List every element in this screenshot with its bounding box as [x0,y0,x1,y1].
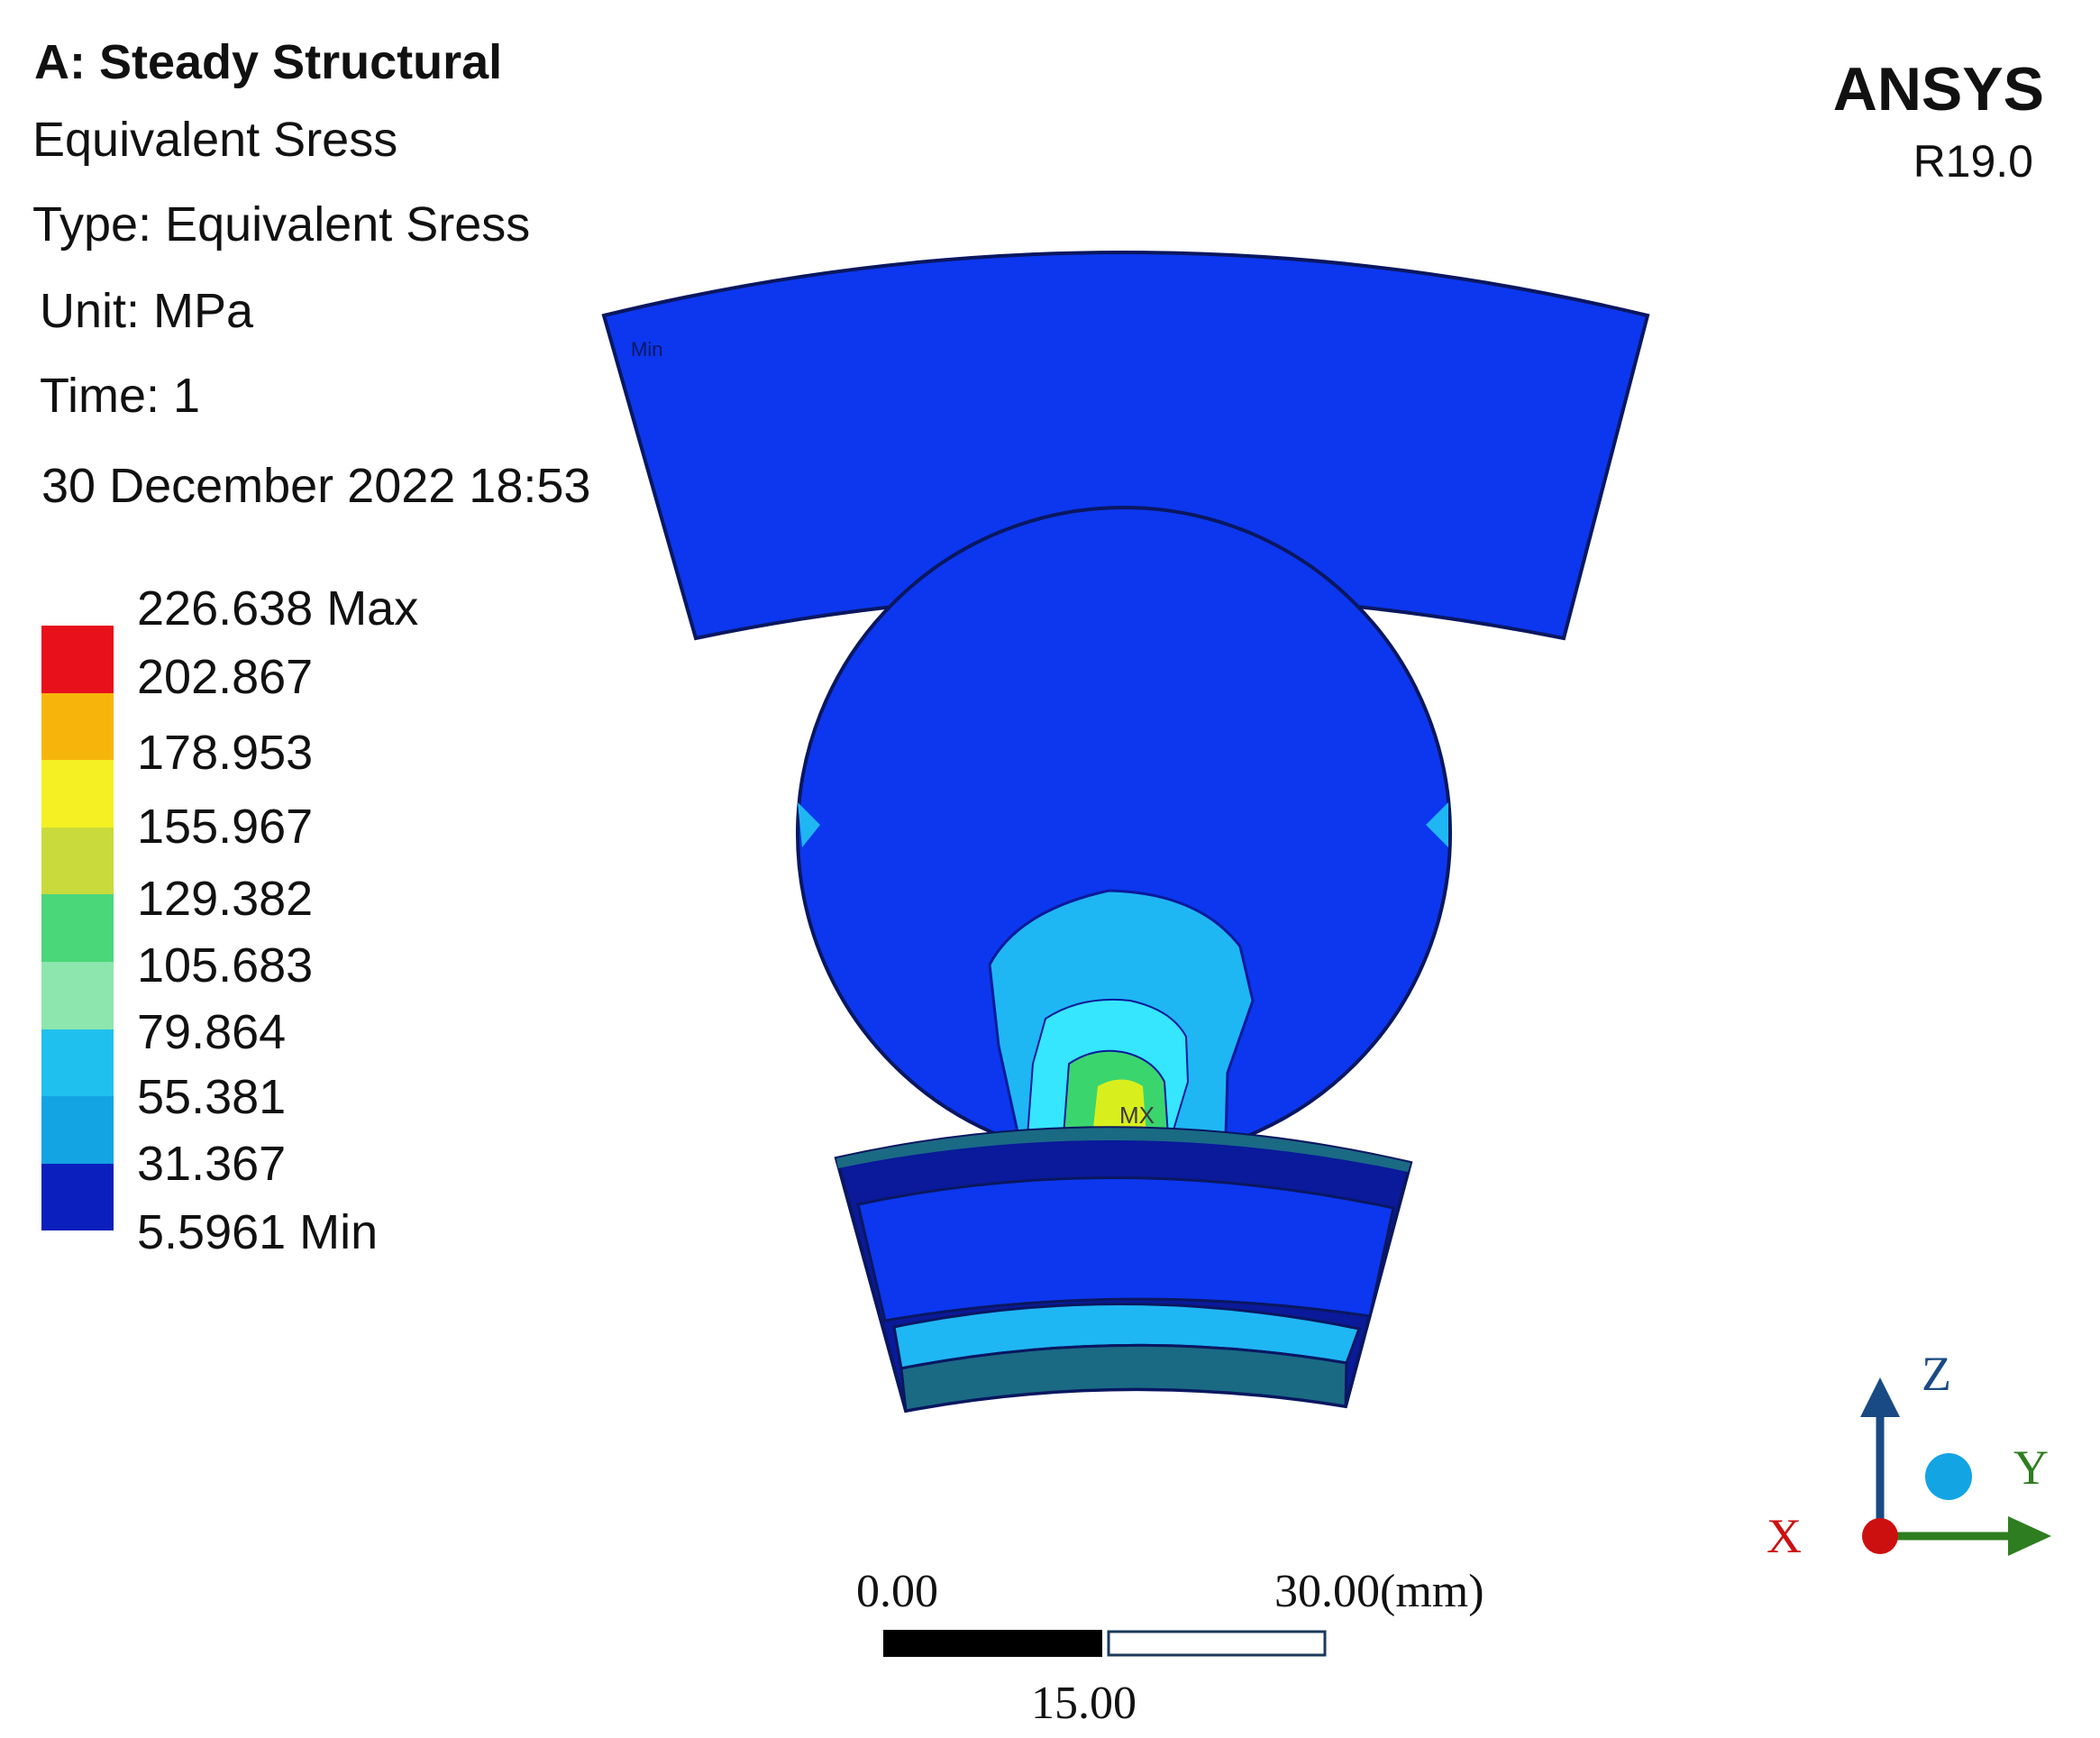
legend-label: 129.382 [137,872,314,926]
legend-color-segment [41,1163,114,1231]
y-axis-arrow [2008,1516,2051,1556]
legend-color-segment [41,692,114,761]
legend-label: 79.864 [137,1005,287,1059]
max-marker: MX [1119,1102,1155,1129]
contact-spot-left [798,802,820,847]
legend-color-segment [41,827,114,895]
x-axis-origin-icon [1862,1518,1898,1554]
y-axis-label: Y [2013,1441,2049,1495]
legend-label: 5.5961 Min [137,1205,379,1259]
x-axis-label: X [1767,1509,1802,1563]
scale-label-start: 0.00 [856,1566,938,1617]
legend-color-segment [41,961,114,1029]
legend-label: 226.638 Max [137,581,419,636]
z-axis-arrow [1860,1377,1900,1417]
result-date: 30 December 2022 18:53 [41,459,591,513]
legend-label: 155.967 [137,800,314,854]
lower-race-part[interactable] [834,1126,1413,1413]
result-name: Equivalent Sress [32,113,398,167]
legend-label: 178.953 [137,726,314,780]
scale-bar: 0.00 30.00(mm) 15.00 [856,1566,1484,1729]
view-sphere-icon[interactable] [1925,1453,1972,1500]
stress-contour-peak [1092,1079,1146,1136]
legend-color-segment [41,760,114,828]
result-type: Type: Equivalent Sress [32,197,531,252]
legend-color-segment [41,626,114,693]
z-axis-label: Z [1922,1347,1951,1401]
version-label: R19.0 [1913,136,2033,187]
ansys-logo: ANSYS [1832,55,2044,123]
legend-label: 55.381 [137,1070,287,1124]
analysis-title: A: Steady Structural [34,35,503,89]
legend-color-segment [41,1029,114,1097]
result-time: Time: 1 [40,369,201,423]
legend-label: 202.867 [137,650,314,704]
scale-label-end: 30.00(mm) [1274,1566,1484,1617]
contact-spot-right [1426,802,1448,847]
ball-part[interactable] [796,506,1452,1162]
scale-label-mid: 15.00 [1031,1678,1137,1729]
min-marker: Min [631,338,662,361]
legend-color-segment [41,894,114,962]
legend-label: 31.367 [137,1137,287,1191]
result-unit: Unit: MPa [40,284,254,338]
axis-triad[interactable]: Z Y X [1767,1347,2051,1563]
legend-color-bar [41,626,114,1231]
legend-color-segment [41,1096,114,1164]
legend-label: 105.683 [137,938,314,992]
